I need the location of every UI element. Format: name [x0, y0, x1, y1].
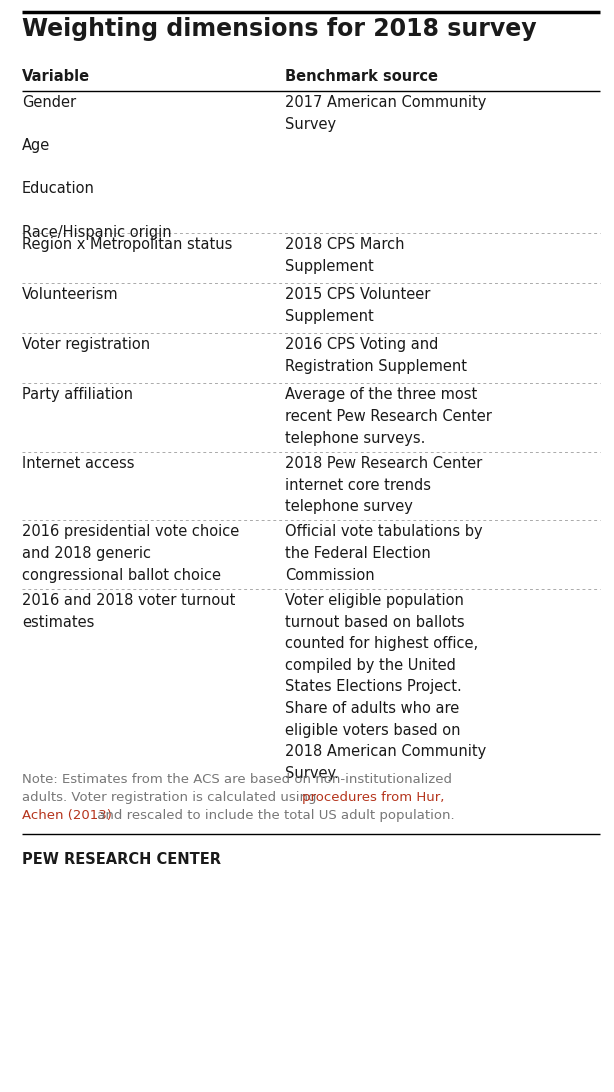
Text: Average of the three most
recent Pew Research Center
telephone surveys.: Average of the three most recent Pew Res…	[285, 388, 492, 446]
Text: 2015 CPS Volunteer
Supplement: 2015 CPS Volunteer Supplement	[285, 287, 430, 324]
Text: Voter registration: Voter registration	[22, 337, 150, 353]
Text: 2018 Pew Research Center
internet core trends
telephone survey: 2018 Pew Research Center internet core t…	[285, 456, 482, 514]
Text: Weighting dimensions for 2018 survey: Weighting dimensions for 2018 survey	[22, 17, 537, 41]
Text: and rescaled to include the total US adult population.: and rescaled to include the total US adu…	[93, 809, 455, 821]
Text: Volunteerism: Volunteerism	[22, 287, 119, 302]
Text: 2016 and 2018 voter turnout
estimates: 2016 and 2018 voter turnout estimates	[22, 593, 235, 630]
Text: 2017 American Community
Survey: 2017 American Community Survey	[285, 95, 486, 132]
Text: Internet access: Internet access	[22, 456, 134, 471]
Text: Gender

Age

Education

Race/Hispanic origin: Gender Age Education Race/Hispanic origi…	[22, 95, 172, 239]
Text: adults. Voter registration is calculated using: adults. Voter registration is calculated…	[22, 791, 321, 804]
Text: 2016 presidential vote choice
and 2018 generic
congressional ballot choice: 2016 presidential vote choice and 2018 g…	[22, 524, 239, 583]
Text: Region x Metropolitan status: Region x Metropolitan status	[22, 237, 232, 252]
Text: 2018 CPS March
Supplement: 2018 CPS March Supplement	[285, 237, 405, 274]
Text: Achen (2013): Achen (2013)	[22, 809, 112, 821]
Text: PEW RESEARCH CENTER: PEW RESEARCH CENTER	[22, 852, 221, 867]
Text: Note: Estimates from the ACS are based on non-institutionalized: Note: Estimates from the ACS are based o…	[22, 773, 452, 786]
Text: 2016 CPS Voting and
Registration Supplement: 2016 CPS Voting and Registration Supplem…	[285, 337, 467, 375]
Text: Party affiliation: Party affiliation	[22, 388, 133, 403]
Text: procedures from Hur,: procedures from Hur,	[301, 791, 444, 804]
Text: Voter eligible population
turnout based on ballots
counted for highest office,
c: Voter eligible population turnout based …	[285, 593, 486, 781]
Text: Variable: Variable	[22, 69, 90, 84]
Text: Benchmark source: Benchmark source	[285, 69, 438, 84]
Text: Official vote tabulations by
the Federal Election
Commission: Official vote tabulations by the Federal…	[285, 524, 483, 583]
